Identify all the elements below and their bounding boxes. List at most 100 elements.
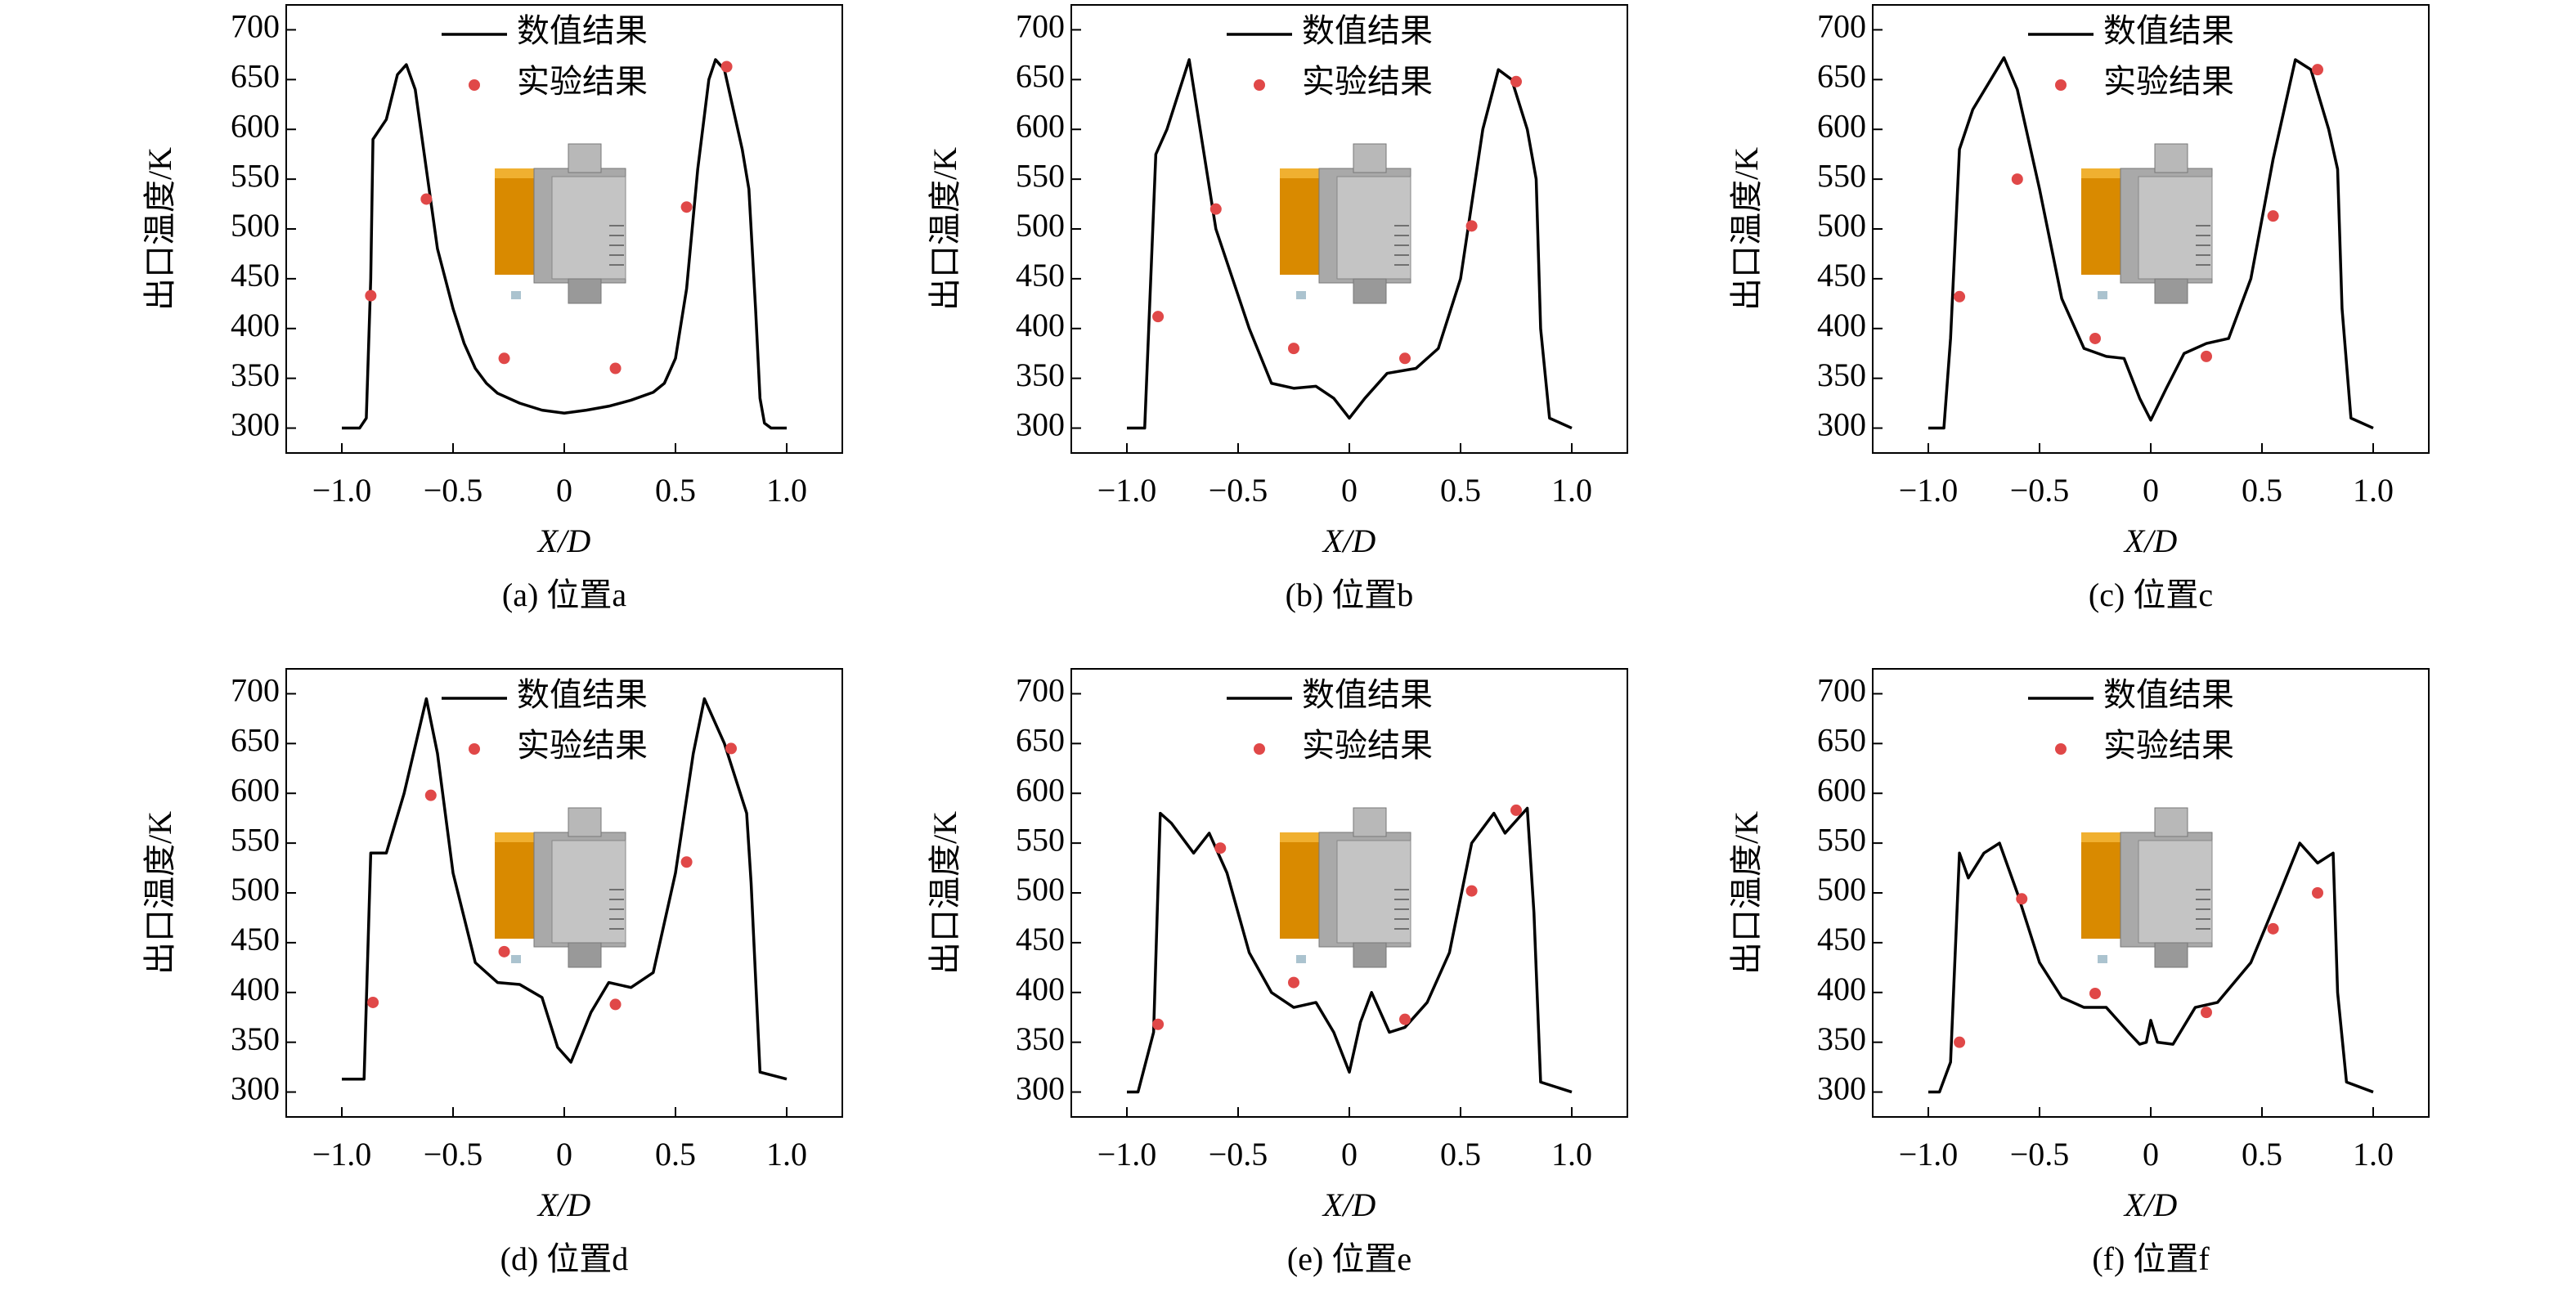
caption: (d) 位置d [500, 1240, 629, 1277]
y-tick-label: 350 [1016, 1020, 1065, 1057]
y-tick-label: 650 [1817, 722, 1866, 759]
experiment-point [1152, 311, 1165, 323]
experiment-point [1399, 352, 1411, 365]
x-tick-label: −1.0 [312, 1136, 372, 1173]
model-orange-part [495, 177, 536, 275]
y-tick-label: 650 [231, 58, 280, 95]
y-axis-label: 出口温度/K [1728, 147, 1765, 311]
numerical-line [1127, 806, 1573, 1094]
experiment-point [609, 362, 622, 374]
model-bottom-block [1353, 278, 1387, 304]
model-top-block [568, 143, 602, 173]
x-tick-label: −1.0 [1899, 1136, 1959, 1173]
y-tick-label: 600 [231, 771, 280, 808]
legend-dot-swatch [469, 79, 480, 91]
legend-label: 实验结果 [2103, 727, 2234, 764]
experiment-point [424, 789, 437, 801]
model-bottom-block [2154, 278, 2188, 304]
y-tick-label: 550 [231, 157, 280, 194]
experiment-point [2267, 210, 2279, 222]
y-axis-label: 出口温度/K [141, 147, 178, 311]
model-orange-part [495, 841, 536, 939]
y-tick-label: 500 [1016, 871, 1065, 908]
legend-dot-swatch [1254, 743, 1265, 755]
y-tick-label: 600 [1817, 107, 1866, 144]
model-small-icon [2098, 291, 2107, 299]
model-orange-part [1280, 841, 1321, 939]
x-axis-label: X/D [2123, 522, 2178, 559]
legend-label: 实验结果 [517, 63, 648, 100]
model-orange-top [2081, 168, 2130, 178]
y-tick-label: 450 [1016, 921, 1065, 957]
y-tick-label: 650 [1016, 58, 1065, 95]
experiment-point [420, 193, 433, 205]
legend-label: 数值结果 [2103, 12, 2234, 49]
legend-dot-swatch [1254, 79, 1265, 91]
model-orange-top [1280, 832, 1329, 842]
x-tick-label: −1.0 [312, 472, 372, 509]
caption: (b) 位置b [1286, 576, 1414, 613]
experiment-point [365, 289, 377, 302]
x-tick-label: 0 [2143, 1136, 2159, 1173]
y-tick-label: 500 [231, 207, 280, 244]
model-orange-part [2081, 841, 2122, 939]
inset-model-image [1280, 143, 1411, 304]
x-axis-label: X/D [536, 1186, 591, 1223]
inset-model-image [1280, 807, 1411, 968]
y-tick-label: 600 [231, 107, 280, 144]
y-tick-label: 450 [1817, 257, 1866, 294]
x-tick-label: 0 [2143, 472, 2159, 509]
y-tick-label: 350 [1817, 1020, 1866, 1057]
y-tick-label: 450 [1016, 257, 1065, 294]
legend-label: 数值结果 [517, 676, 648, 713]
experiment-point [725, 742, 737, 755]
x-tick-label: 0 [1341, 472, 1358, 509]
x-axis-label: X/D [536, 522, 591, 559]
caption: (a) 位置a [502, 576, 626, 613]
y-tick-label: 600 [1016, 107, 1065, 144]
x-tick-label: 1.0 [1551, 1136, 1592, 1173]
x-tick-label: −1.0 [1097, 472, 1157, 509]
y-tick-label: 450 [231, 257, 280, 294]
inset-model-image [2081, 807, 2213, 968]
experiment-point [1510, 804, 1522, 816]
experiment-point [2011, 173, 2023, 186]
x-tick-label: 0.5 [2242, 1136, 2282, 1173]
x-axis-label: X/D [1322, 1186, 1376, 1223]
inset-model-image [495, 143, 626, 304]
x-tick-label: −0.5 [424, 472, 483, 509]
y-tick-label: 700 [1016, 8, 1065, 45]
y-tick-label: 650 [1817, 58, 1866, 95]
experiment-point [2267, 922, 2279, 935]
legend-label: 数值结果 [2103, 676, 2234, 713]
experiment-point [1288, 976, 1299, 989]
y-axis-label: 出口温度/K [1728, 811, 1765, 975]
numerical-line [342, 58, 787, 430]
x-tick-label: 0.5 [655, 472, 696, 509]
model-orange-top [1280, 168, 1329, 178]
experiment-point [2089, 987, 2101, 999]
legend-label: 数值结果 [1302, 676, 1433, 713]
x-tick-label: 1.0 [1551, 472, 1592, 509]
x-tick-label: 0.5 [2242, 472, 2282, 509]
experiment-point [498, 352, 510, 365]
y-tick-label: 650 [1016, 722, 1065, 759]
x-tick-label: −0.5 [424, 1136, 483, 1173]
y-tick-label: 500 [1817, 871, 1866, 908]
legend-dot-swatch [2055, 79, 2067, 91]
y-tick-label: 300 [231, 1070, 280, 1107]
caption: (f) 位置f [2092, 1240, 2210, 1277]
legend-label: 实验结果 [1302, 63, 1433, 100]
y-tick-label: 400 [1817, 307, 1866, 343]
caption: (c) 位置c [2089, 576, 2213, 613]
x-tick-label: 0 [556, 472, 572, 509]
experiment-point [2201, 350, 2212, 362]
y-tick-label: 350 [1016, 357, 1065, 393]
x-tick-label: 0 [556, 1136, 572, 1173]
y-axis-label: 出口温度/K [141, 811, 178, 975]
experiment-point [2201, 1007, 2212, 1019]
legend-dot-swatch [469, 743, 480, 755]
model-small-icon [1296, 955, 1306, 963]
model-panel [2138, 176, 2213, 280]
